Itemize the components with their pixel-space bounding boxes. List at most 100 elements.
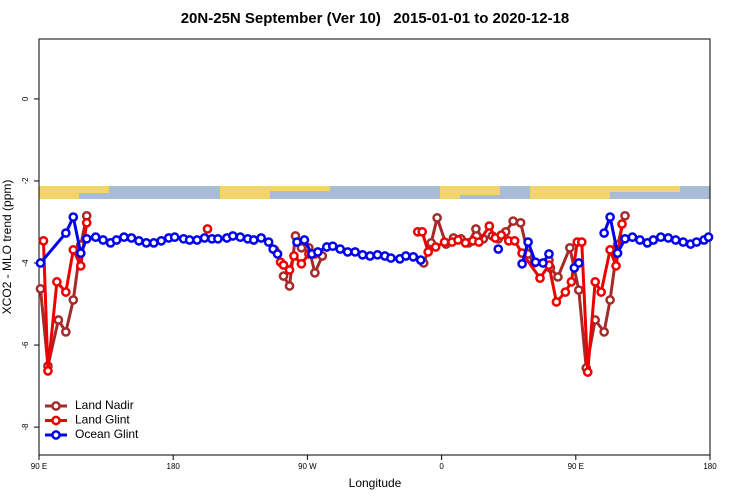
data-point — [605, 245, 615, 255]
data-point — [68, 212, 79, 222]
data-point — [284, 281, 295, 291]
data-point — [509, 235, 520, 246]
data-point — [691, 237, 702, 247]
data-point — [573, 258, 584, 268]
x-tick-label: 90 E — [568, 462, 584, 471]
data-point — [350, 247, 360, 257]
data-point — [263, 237, 274, 247]
data-point — [90, 232, 101, 243]
data-point — [530, 257, 541, 268]
data-point — [605, 212, 615, 222]
data-point — [523, 237, 533, 247]
data-point — [296, 258, 307, 269]
data-point — [60, 228, 71, 238]
legend-marker — [51, 415, 61, 426]
data-point — [430, 242, 441, 252]
x-axis-label: Longitude — [349, 476, 402, 490]
data-point — [248, 235, 259, 245]
data-point — [535, 273, 545, 284]
data-point — [134, 235, 144, 246]
data-point — [564, 242, 575, 253]
chart-title: 20N-25N September (Ver 10) 2015-01-01 to… — [181, 10, 570, 27]
data-point — [312, 247, 323, 257]
data-point — [460, 238, 471, 248]
x-tick-label: 0 — [439, 462, 444, 471]
data-point — [43, 366, 53, 376]
legend-label: Land Nadir — [75, 398, 134, 412]
map-strip — [39, 186, 710, 199]
data-point — [278, 271, 289, 281]
data-point — [335, 244, 346, 254]
x-tick-label: 180 — [167, 462, 181, 471]
data-point — [81, 233, 92, 244]
data-point — [278, 260, 289, 270]
data-point — [605, 295, 615, 305]
data-point — [417, 226, 428, 237]
y-tick-label: -2 — [21, 177, 30, 185]
data-point — [508, 216, 519, 227]
data-point — [68, 245, 79, 255]
y-tick-label: -8 — [21, 423, 30, 431]
data-point — [213, 233, 223, 244]
x-tick-label: 180 — [703, 462, 717, 471]
data-point — [553, 272, 563, 282]
data-point — [515, 217, 526, 228]
data-point — [620, 210, 630, 221]
data-point — [474, 237, 484, 247]
data-point — [292, 237, 302, 247]
data-point — [52, 277, 62, 287]
data-point — [663, 233, 674, 243]
data-point — [357, 249, 368, 260]
data-point — [551, 297, 562, 307]
data-point — [75, 261, 86, 271]
data-point — [620, 233, 630, 244]
data-point — [400, 251, 411, 261]
data-point — [227, 231, 238, 241]
data-point — [453, 235, 463, 245]
data-point — [599, 228, 609, 238]
data-point — [517, 258, 527, 269]
data-point — [471, 224, 481, 234]
data-point — [538, 258, 548, 268]
data-point — [627, 232, 638, 243]
x-tick-label: 90 W — [298, 462, 317, 471]
data-point — [432, 213, 442, 223]
data-point — [75, 248, 86, 259]
data-point — [68, 295, 79, 305]
data-point — [156, 235, 167, 246]
data-point — [635, 235, 645, 245]
data-point — [38, 235, 49, 246]
data-point — [35, 283, 46, 294]
legend-marker — [51, 430, 61, 440]
data-point — [573, 285, 584, 295]
data-point — [202, 224, 213, 234]
data-point — [289, 251, 299, 261]
data-point — [126, 233, 137, 243]
data-point — [439, 237, 450, 247]
data-point — [423, 247, 434, 257]
y-tick-label: -6 — [21, 341, 30, 349]
data-point — [599, 327, 609, 337]
data-point — [484, 221, 495, 231]
data-point — [365, 251, 375, 261]
data-point — [678, 237, 689, 247]
data-point — [299, 235, 310, 245]
data-point — [192, 235, 202, 245]
y-axis-label: XCO2 - MLO trend (ppm) — [0, 180, 14, 315]
data-point — [415, 255, 426, 265]
legend-marker — [51, 401, 61, 411]
y-tick-label: 0 — [21, 96, 30, 101]
data-point — [235, 232, 246, 243]
data-point — [560, 287, 571, 297]
data-point — [111, 235, 122, 245]
data-point — [617, 219, 627, 229]
data-point — [53, 315, 64, 325]
data-point — [310, 267, 320, 278]
data-point — [119, 232, 129, 243]
data-point — [703, 232, 714, 243]
data-point — [612, 248, 623, 259]
data-point — [582, 367, 593, 377]
plot-frame — [38, 38, 711, 456]
